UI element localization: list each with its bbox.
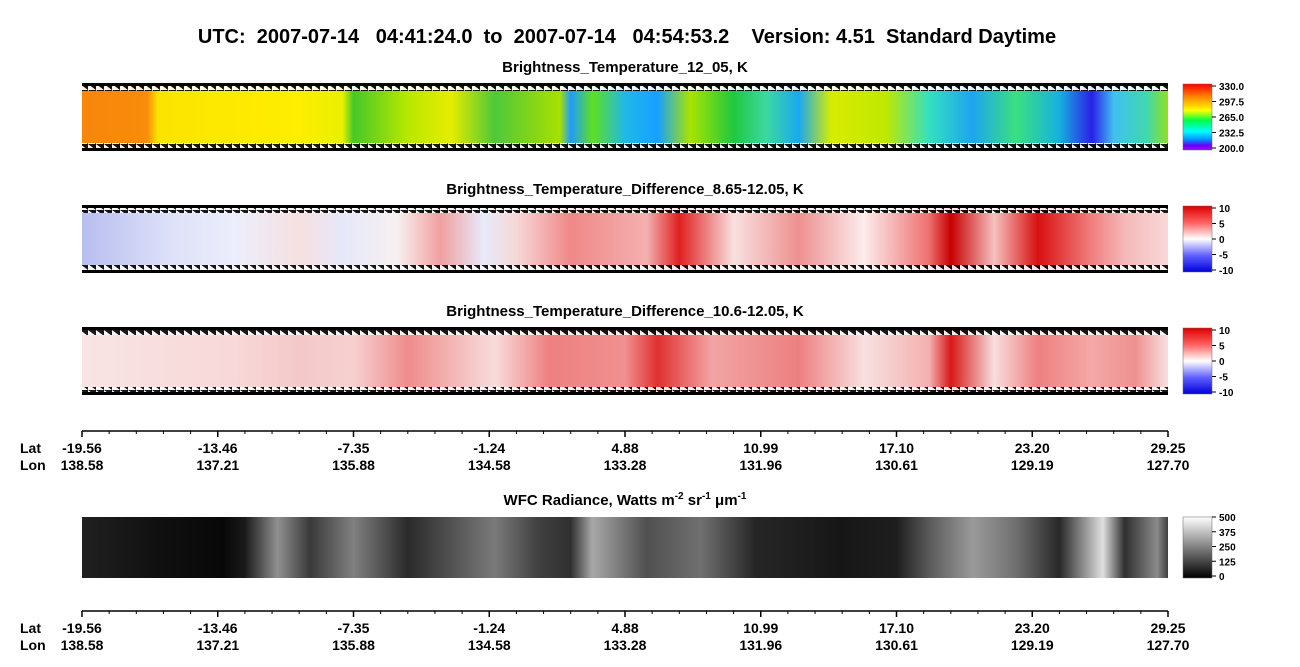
colorbar-label: 375 [1219, 528, 1236, 539]
colorbar-label: 500 [1219, 513, 1236, 524]
lon-label: 138.58 [61, 637, 104, 653]
lat-label: 23.20 [1015, 440, 1050, 456]
strip-edge [82, 387, 1168, 392]
colorbar-label: 297.5 [1219, 98, 1244, 109]
lat-label: -1.24 [473, 620, 505, 636]
panel-title: WFC Radiance, Watts m-2 sr-1 μm-1 [504, 491, 747, 509]
lat-label: -7.35 [338, 440, 370, 456]
colorbar-label: 0 [1219, 572, 1225, 583]
axis-row-label: Lon [20, 637, 46, 653]
lat-label: 10.99 [743, 620, 778, 636]
lat-label: -19.56 [62, 440, 102, 456]
strip-edge [82, 392, 1168, 395]
strip-edge [82, 330, 1168, 335]
panel-title: Brightness_Temperature_Difference_8.65-1… [446, 181, 804, 198]
main-title: UTC: 2007-07-14 04:41:24.0 to 2007-07-14… [198, 26, 1056, 48]
lon-label: 130.61 [875, 637, 918, 653]
lon-label: 129.19 [1011, 637, 1054, 653]
lat-label: -13.46 [198, 620, 238, 636]
title-segment: -1 [702, 491, 711, 502]
lon-label: 129.19 [1011, 457, 1054, 473]
lat-label: -19.56 [62, 620, 102, 636]
lat-label: 23.20 [1015, 620, 1050, 636]
strip-edge [82, 143, 1168, 148]
lon-label: 134.58 [468, 457, 511, 473]
title-segment: WFC Radiance, Watts m [504, 492, 675, 509]
image-strip [82, 328, 1168, 394]
strip-edge [82, 327, 1168, 330]
colorbar-label: 265.0 [1219, 113, 1244, 124]
colorbar-label: 5 [1219, 220, 1225, 231]
image-strip [82, 517, 1168, 578]
strip-edge [82, 205, 1168, 208]
lat-label: 17.10 [879, 440, 914, 456]
colorbar-label: -5 [1219, 373, 1228, 384]
lat-label: 4.88 [611, 440, 638, 456]
axis-row-label: Lon [20, 457, 46, 473]
colorbar-label: 330.0 [1219, 82, 1244, 93]
lon-label: 137.21 [196, 457, 239, 473]
title-segment: μm [711, 492, 738, 509]
lon-label: 134.58 [468, 637, 511, 653]
title-segment: -1 [738, 491, 747, 502]
lat-label: -7.35 [338, 620, 370, 636]
colorbar-label: 5 [1219, 342, 1225, 353]
lon-label: 131.96 [739, 637, 782, 653]
colorbar-label: 10 [1219, 326, 1231, 337]
lat-label: 17.10 [879, 620, 914, 636]
colorbar-label: 0 [1219, 357, 1225, 368]
strip-edge [82, 148, 1168, 151]
strip-edge [82, 83, 1168, 86]
strip-edge [82, 208, 1168, 213]
colorbar-label: 200.0 [1219, 144, 1244, 155]
colorbar-label: 10 [1219, 204, 1231, 215]
strip-edge [82, 265, 1168, 270]
colorbar-label: -5 [1219, 251, 1228, 262]
lon-label: 133.28 [604, 637, 647, 653]
axis-row-label: Lat [20, 440, 41, 456]
lat-label: -1.24 [473, 440, 505, 456]
lat-label: 29.25 [1150, 440, 1185, 456]
image-strip [82, 84, 1168, 150]
strip-edge [82, 270, 1168, 273]
colorbar [1182, 83, 1213, 151]
lon-label: 130.61 [875, 457, 918, 473]
lat-label: -13.46 [198, 440, 238, 456]
lon-label: 135.88 [332, 637, 375, 653]
panel-title: Brightness_Temperature_Difference_10.6-1… [446, 303, 804, 320]
lat-label: 4.88 [611, 620, 638, 636]
lon-label: 127.70 [1147, 637, 1190, 653]
colorbar-label: 232.5 [1219, 129, 1244, 140]
strip-edge [82, 86, 1168, 91]
colorbar [1182, 327, 1213, 395]
axis-row-label: Lat [20, 620, 41, 636]
title-segment: -2 [675, 491, 684, 502]
lat-label: 29.25 [1150, 620, 1185, 636]
lon-label: 133.28 [604, 457, 647, 473]
colorbar-label: 0 [1219, 235, 1225, 246]
lon-label: 127.70 [1147, 457, 1190, 473]
colorbar [1182, 516, 1213, 579]
image-strip [82, 206, 1168, 272]
colorbar-label: 125 [1219, 557, 1236, 568]
lon-label: 135.88 [332, 457, 375, 473]
panel-title: Brightness_Temperature_12_05, K [502, 59, 748, 76]
title-segment: sr [684, 492, 703, 509]
lat-label: 10.99 [743, 440, 778, 456]
colorbar-label: -10 [1219, 266, 1234, 277]
lon-label: 137.21 [196, 637, 239, 653]
colorbar-label: 250 [1219, 543, 1236, 554]
colorbar [1182, 205, 1213, 273]
lon-label: 138.58 [61, 457, 104, 473]
colorbar-label: -10 [1219, 388, 1234, 399]
lon-label: 131.96 [739, 457, 782, 473]
